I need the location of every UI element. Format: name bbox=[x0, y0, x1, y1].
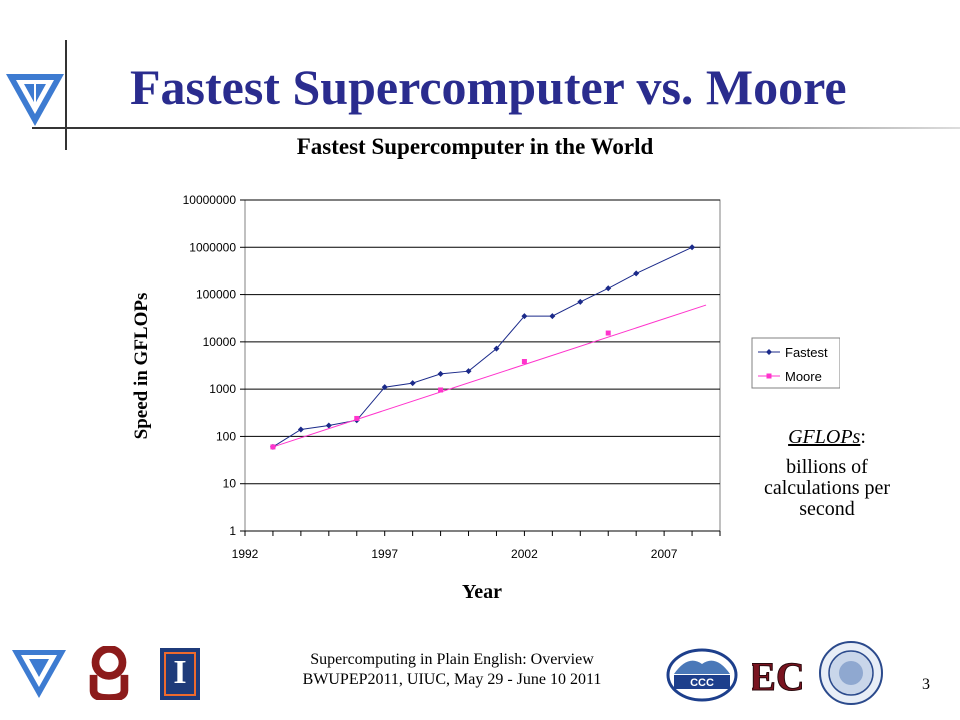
moore-point-1993 bbox=[270, 444, 276, 450]
university-seal-icon bbox=[819, 641, 883, 705]
y-tick-label-1: 1 bbox=[229, 524, 236, 538]
footer: Supercomputing in Plain English: Overvie… bbox=[262, 650, 642, 690]
footer-triangle-logo-icon bbox=[12, 650, 66, 698]
gflops-term: GFLOPs bbox=[788, 426, 861, 448]
gflops-definition-line2: calculations per bbox=[763, 477, 891, 499]
moore-point-2002 bbox=[521, 359, 527, 365]
gflops-definition: GFLOPs: billions of calculations per sec… bbox=[742, 426, 912, 520]
fastest-point-1995 bbox=[325, 422, 332, 429]
legend-moore-label: Moore bbox=[785, 369, 822, 384]
y-axis-label: Speed in GFLOPs bbox=[131, 293, 152, 440]
footer-line2: BWUPEP2011, UIUC, May 29 - June 10 2011 bbox=[302, 671, 602, 688]
fastest-point-2002 bbox=[521, 313, 528, 320]
fastest-point-2008 bbox=[689, 244, 696, 251]
moore-point-1996 bbox=[354, 415, 360, 421]
fastest-point-1999 bbox=[437, 370, 444, 377]
fastest-point-2000 bbox=[465, 368, 472, 375]
gflops-colon: : bbox=[860, 426, 866, 448]
y-tick-label-100: 100 bbox=[216, 429, 236, 443]
x-axis-label: Year bbox=[462, 581, 502, 603]
grid-lines bbox=[240, 199, 720, 532]
footer-line1: Supercomputing in Plain English: Overvie… bbox=[310, 651, 594, 668]
fastest-point-1998 bbox=[409, 380, 416, 387]
fastest-point-1994 bbox=[297, 426, 304, 433]
y-tick-label-1000000: 1000000 bbox=[189, 240, 236, 254]
slide-title: Fastest Supercomputer vs. Moore bbox=[130, 59, 847, 115]
x-tick-label-1997: 1997 bbox=[371, 547, 398, 561]
legend-fastest-marker bbox=[766, 349, 772, 355]
ccc-logo-icon: CCC bbox=[666, 648, 738, 702]
fastest-point-2006 bbox=[633, 270, 640, 277]
triangle-logo-icon bbox=[6, 74, 64, 126]
x-tick-label-2007: 2007 bbox=[651, 547, 678, 561]
x-axis-tick-marks bbox=[244, 531, 721, 536]
fastest-point-2003 bbox=[549, 313, 556, 320]
fastest-point-2005 bbox=[605, 285, 612, 292]
legend-fastest-label: Fastest bbox=[785, 345, 828, 360]
ou-logo-icon: OU bbox=[89, 646, 129, 700]
chart-title: Fastest Supercomputer in the World bbox=[297, 134, 654, 159]
fastest-point-1997 bbox=[381, 384, 388, 391]
plot-area bbox=[244, 199, 721, 532]
fastest-point-2004 bbox=[577, 298, 584, 305]
x-tick-label-2002: 2002 bbox=[511, 547, 538, 561]
y-tick-label-10000: 10000 bbox=[203, 335, 237, 349]
ec-logo-icon: EC bbox=[752, 654, 802, 700]
y-tick-label-100000: 100000 bbox=[196, 288, 236, 302]
title-divider bbox=[32, 127, 960, 129]
page-number: 3 bbox=[922, 676, 930, 693]
chart: Fastest Supercomputer in the World 1 10 10… bbox=[131, 134, 840, 603]
y-tick-label-1000: 1000 bbox=[209, 382, 236, 396]
y-tick-label-10000000: 10000000 bbox=[183, 193, 237, 207]
fastest-point-2001 bbox=[493, 345, 500, 352]
legend: Fastest Moore bbox=[751, 337, 840, 389]
legend-moore-marker bbox=[766, 373, 772, 379]
moore-point-1999 bbox=[438, 387, 444, 393]
ec-logo-text: EC bbox=[752, 654, 802, 699]
moore-point-2005 bbox=[605, 330, 611, 336]
x-tick-label-1992: 1992 bbox=[232, 547, 259, 561]
gflops-definition-line1: billions of bbox=[786, 456, 868, 478]
illinois-logo-icon: I bbox=[160, 648, 200, 700]
x-axis-tick-labels: 1992 1997 2002 2007 bbox=[232, 547, 678, 561]
gflops-definition-line3: second bbox=[799, 498, 855, 520]
illinois-logo-letter: I bbox=[173, 654, 187, 691]
y-axis-tick-labels: 1 10 100 1000 10000 100000 1000000 10000000 bbox=[183, 193, 237, 538]
series-moore-line bbox=[272, 304, 707, 448]
ccc-logo-text: CCC bbox=[690, 677, 714, 689]
title-vertical-divider bbox=[65, 40, 67, 150]
series-layer bbox=[269, 244, 707, 450]
y-tick-label-10: 10 bbox=[223, 477, 237, 491]
